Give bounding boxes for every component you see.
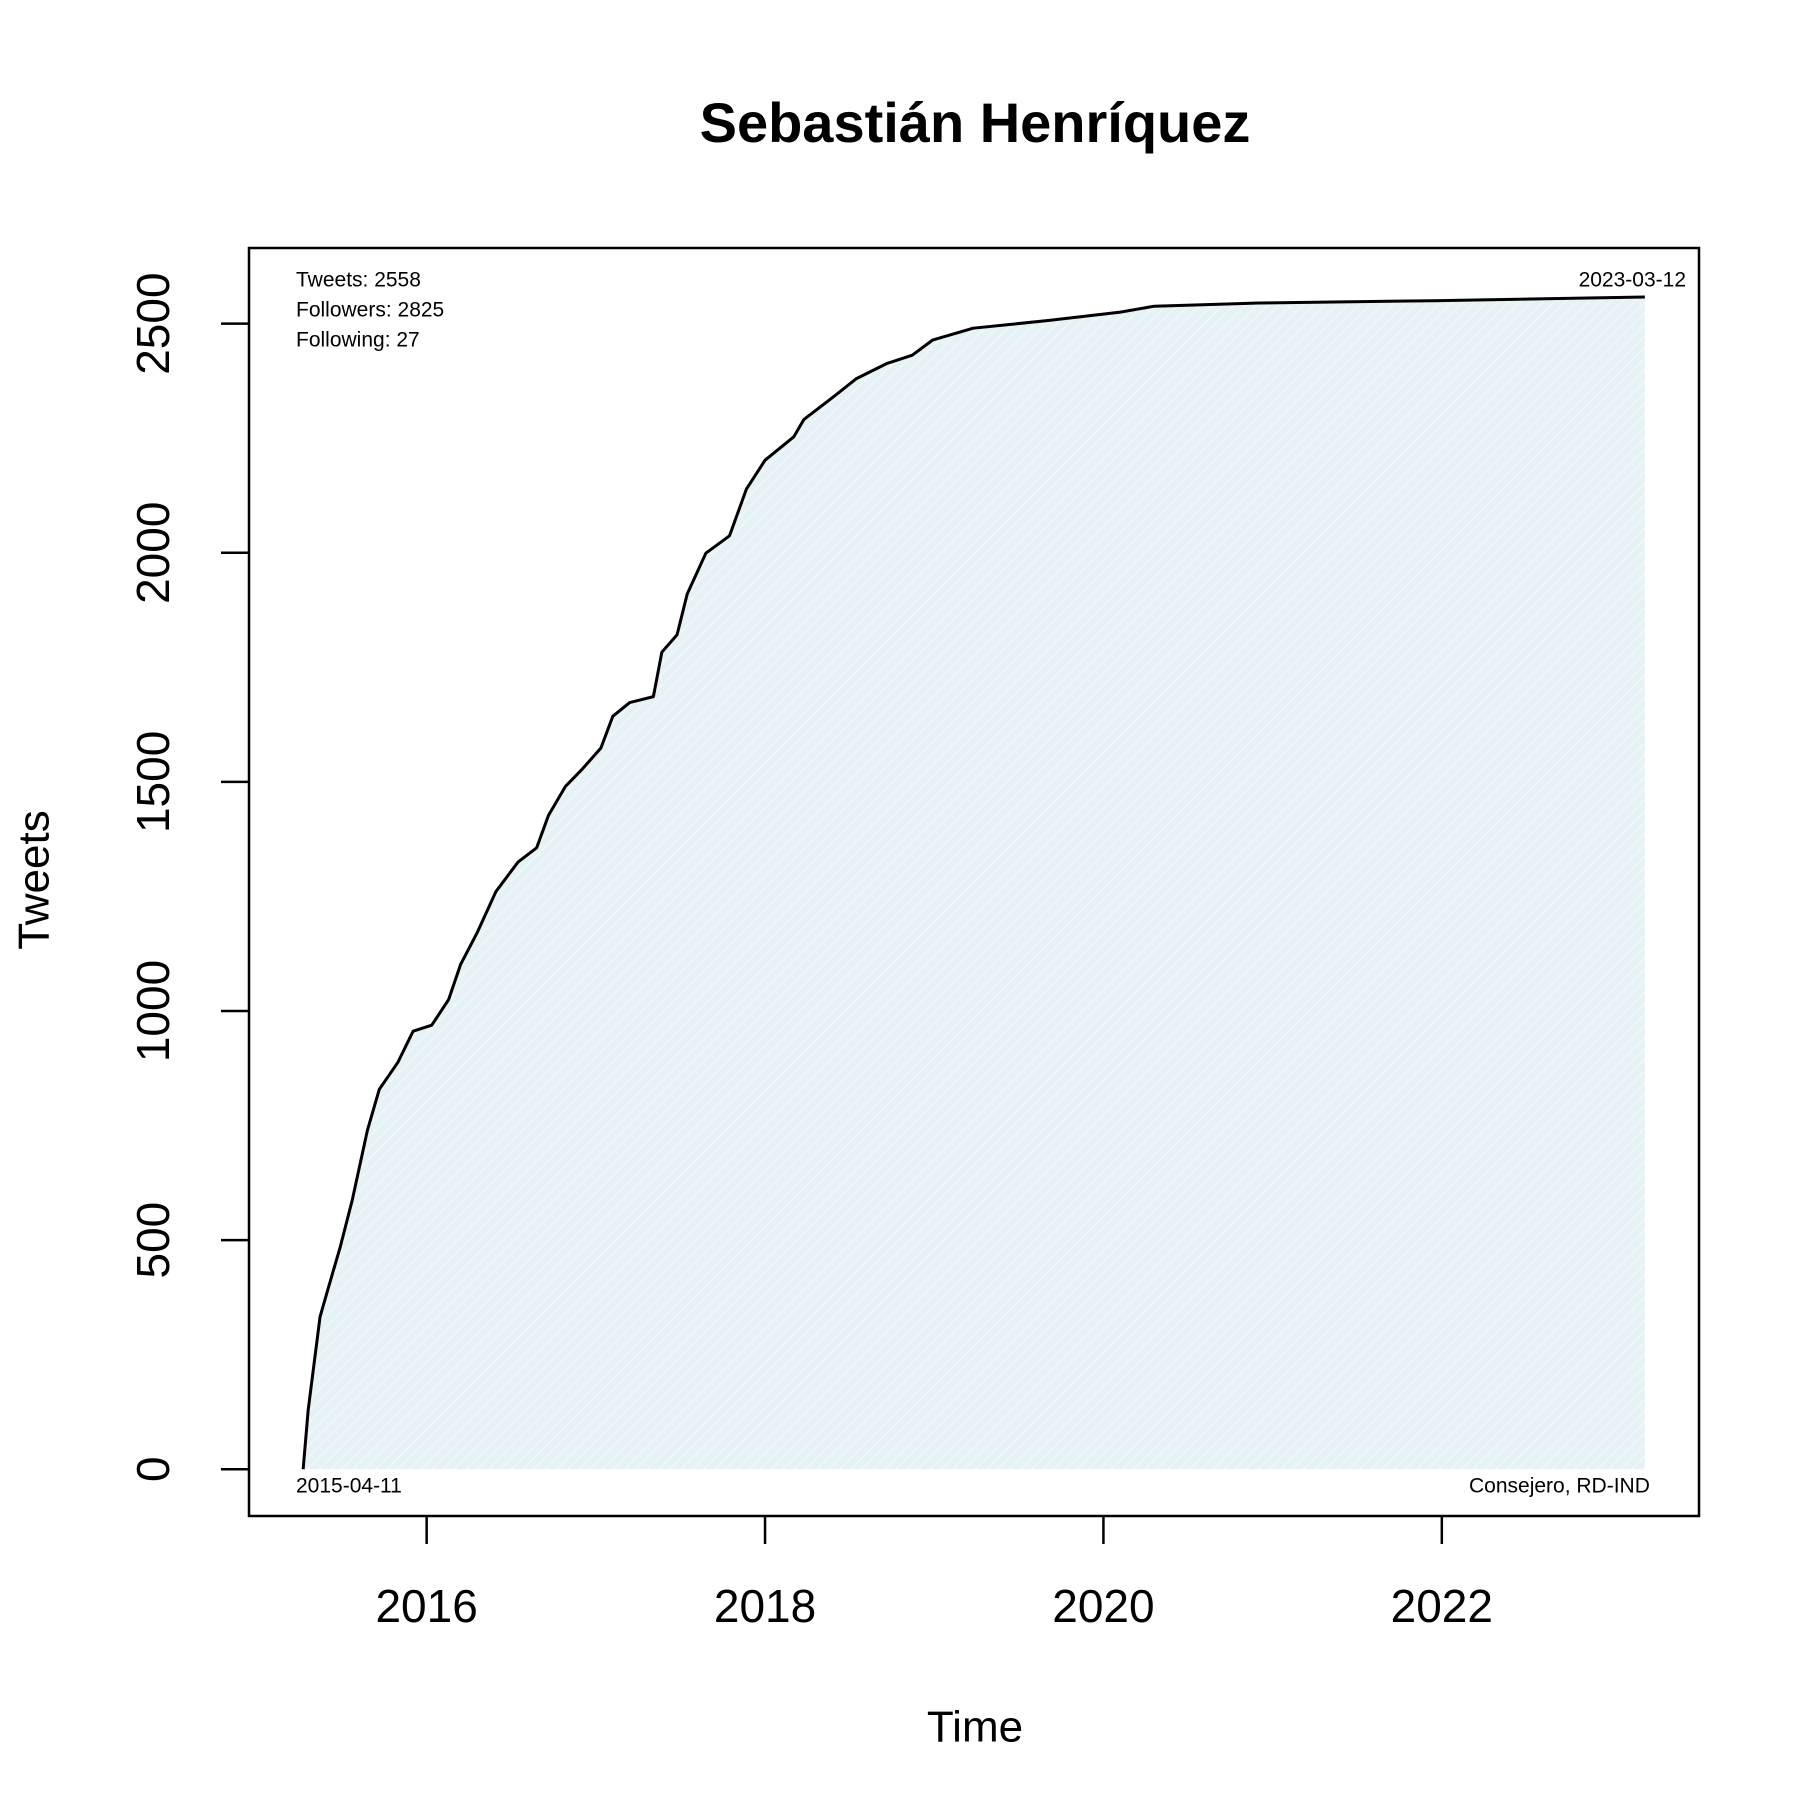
x-tick-label: 2022 [1391,1580,1493,1632]
y-tick-label: 2500 [127,272,179,374]
end-date: 2023-03-12 [1579,269,1686,292]
role: Consejero, RD-IND [1469,1475,1650,1498]
area-hatch [303,297,1645,1470]
x-tick-label: 2020 [1052,1580,1154,1632]
y-tick-label: 500 [127,1202,179,1279]
y-tick-label: 0 [127,1456,179,1482]
y-tick-label: 1500 [127,731,179,833]
x-tick-label: 2016 [375,1580,477,1632]
line [301,295,1645,1470]
tweets-count: Tweets: 2558 [296,269,421,292]
start-date: 2015-04-11 [296,1475,402,1498]
y-tick-label: 1000 [127,960,179,1062]
x-axis-label: Time [927,1703,1023,1752]
y-tick-label: 2000 [127,502,179,604]
chart-title: Sebastián Henríquez [700,91,1251,154]
y-axis-label: Tweets [10,810,59,949]
followers-count: Followers: 2825 [296,299,444,322]
x-tick-label: 2018 [714,1580,816,1632]
following-count: Following: 27 [296,329,420,352]
plot-frame [247,246,1701,1518]
